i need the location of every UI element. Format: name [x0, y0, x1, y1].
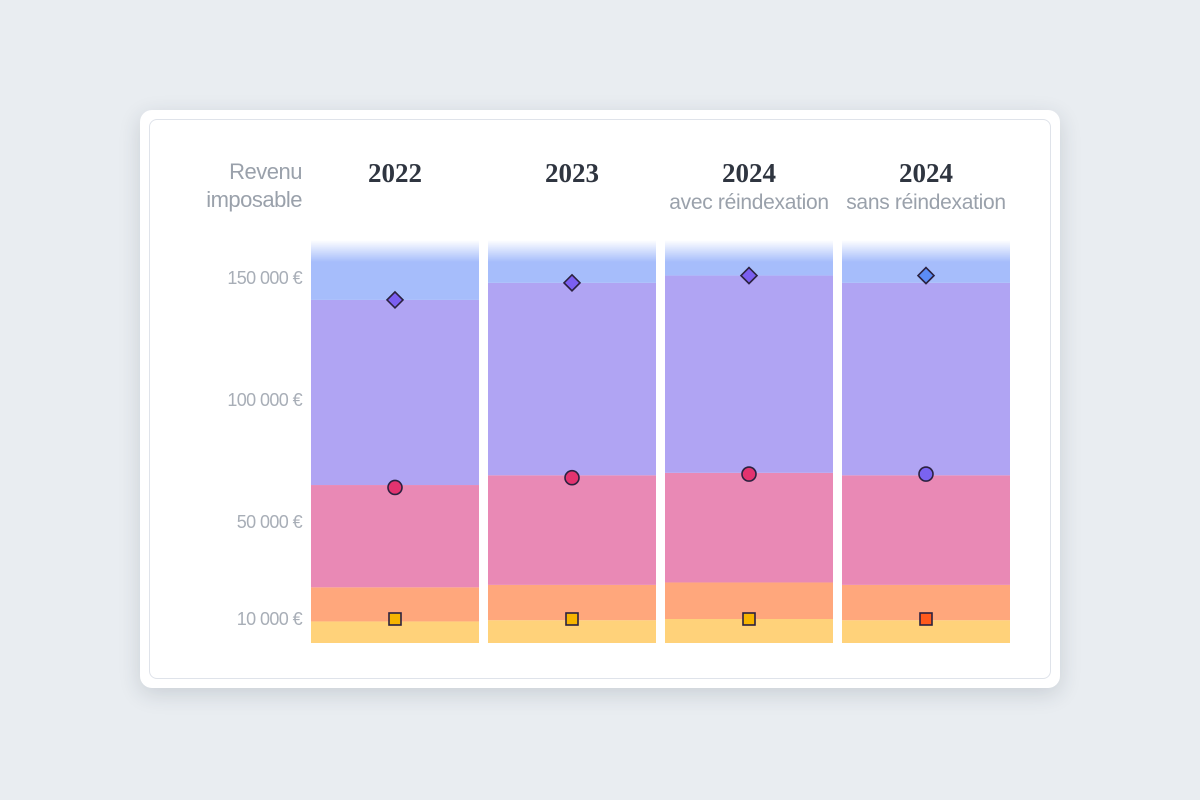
diamond-marker-col-3	[739, 266, 759, 285]
y-tick-label-4: 10 000 €	[236, 609, 303, 629]
circle-marker-col-2	[564, 469, 580, 486]
top-fade-col-1	[311, 240, 479, 262]
y-axis-title: Revenu imposable	[206, 159, 302, 212]
diamond-marker-col-2	[562, 273, 582, 293]
top-fade-col-4	[842, 240, 1010, 262]
band-3-col-3	[665, 472, 833, 583]
square-marker-col-2	[565, 612, 579, 626]
column-year-1: 2022	[368, 158, 422, 188]
band-4-col-2	[488, 282, 656, 476]
circle-marker-col-3	[741, 466, 757, 482]
column-header-2: 2023	[488, 156, 656, 190]
band-1-col-1	[311, 621, 479, 643]
y-tick-label-2: 100 000 €	[227, 389, 302, 410]
circle-marker-col-1	[387, 479, 403, 496]
column-year-2: 2023	[545, 158, 599, 188]
chart-card-border	[149, 119, 1051, 679]
band-1-col-4	[842, 620, 1010, 643]
square-marker-col-1	[388, 612, 402, 626]
top-fade-col-2	[488, 240, 656, 262]
band-4-col-4	[842, 282, 1010, 476]
y-tick-label-1: 150 000 €	[227, 268, 302, 288]
column-year-3: 2024	[722, 158, 776, 188]
top-fade-col-3	[665, 240, 833, 262]
column-header-4: 2024 sans réindexation	[842, 156, 1010, 216]
column-header-1: 2022	[311, 156, 479, 190]
column-subtitle-3: avec réindexation	[669, 191, 829, 214]
band-3-col-2	[488, 475, 656, 585]
square-marker-col-4	[919, 612, 933, 626]
band-1-col-2	[488, 620, 656, 643]
diamond-marker-col-4	[916, 266, 936, 285]
diamond-marker-col-1	[385, 290, 405, 310]
column-subtitle-4: sans réindexation	[846, 191, 1006, 214]
y-tick-label-3: 50 000 €	[236, 511, 303, 532]
band-3-col-4	[842, 475, 1010, 585]
square-marker-col-3	[742, 612, 756, 626]
band-3-col-1	[311, 485, 479, 588]
column-header-3: 2024 avec réindexation	[665, 156, 833, 216]
circle-marker-col-4	[918, 466, 934, 482]
band-4-col-1	[311, 299, 479, 486]
column-year-4: 2024	[899, 158, 953, 188]
band-4-col-3	[665, 275, 833, 473]
